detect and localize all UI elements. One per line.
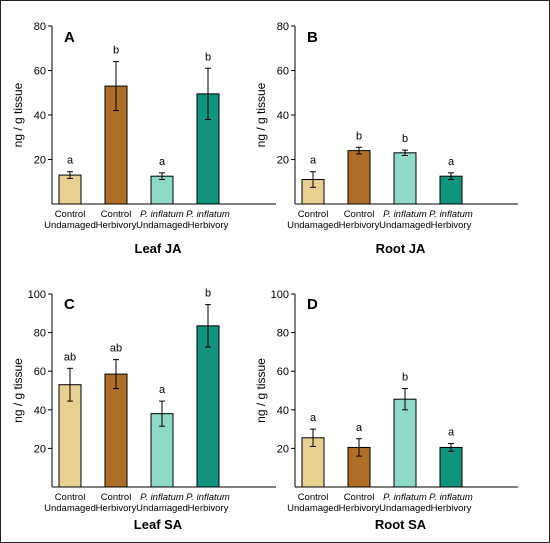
panel-b-category-label-1-line2: Undamaged (287, 220, 339, 231)
panel-a-category-label-4-line1: P. inflatum (186, 209, 230, 220)
panel-c-category-label-1-line1: Control (55, 492, 86, 503)
panel-d-category-label-4-line2: Herbivory (431, 503, 472, 514)
panel-b-significance-label-1: a (310, 155, 317, 167)
panel-b-significance-label-4: a (448, 156, 455, 168)
panel-b-ytick-label: 80 (277, 21, 289, 33)
panel-d-significance-label-1: a (310, 412, 317, 424)
panel-c-category-label-3-line1: P. inflatum (140, 492, 184, 503)
panel-b-category-label-4-line2: Herbivory (431, 220, 472, 231)
panel-d-significance-label-3: b (402, 372, 408, 384)
panel-b-significance-label-3: b (402, 133, 408, 145)
panel-d-ytick-label: 60 (277, 366, 289, 378)
panel-d-category-label-4-line1: P. inflatum (429, 492, 473, 503)
panel-d-category-label-3-line2: Undamaged (379, 503, 431, 514)
panel-d-y-axis-label: ng / g tissue (254, 358, 268, 423)
panel-b-bar-2 (347, 150, 371, 205)
panel-d-significance-label-4: a (448, 427, 455, 439)
panel-d-ytick-label: 80 (277, 328, 289, 340)
panel-d-category-label-3-line1: P. inflatum (383, 492, 427, 503)
panel-c-ytick-label: 40 (34, 405, 46, 417)
panel-b-category-label-4-line1: P. inflatum (429, 209, 473, 220)
panel-c-significance-label-2: ab (110, 343, 122, 355)
panel-a-significance-label-3: a (159, 156, 166, 168)
panel-b-y-axis-label: ng / g tissue (254, 82, 268, 147)
panel-a-category-label-2-line2: Herbivory (96, 220, 137, 231)
panel-d-bar-3 (393, 398, 417, 488)
panel-d-category-label-2-line1: Control (344, 492, 375, 503)
panel-c-category-label-3-line2: Undamaged (136, 503, 188, 514)
panel-b-category-label-3-line1: P. inflatum (383, 209, 427, 220)
panel-c-ytick-label: 20 (34, 443, 46, 455)
panel-d-ytick-label: 40 (277, 405, 289, 417)
panel-a-ytick-label: 60 (34, 66, 46, 78)
panel-d-letter: D (307, 296, 318, 313)
panel-a-ytick-label: 80 (34, 21, 46, 33)
panel-c-ytick-label: 80 (34, 328, 46, 340)
panel-c-bar-4 (196, 325, 220, 488)
panel-c-title: Leaf SA (134, 517, 183, 532)
panel-b-significance-label-2: b (356, 130, 362, 142)
panel-a-ytick-label: 40 (34, 110, 46, 122)
panel-d-title: Root SA (375, 517, 427, 532)
panel-b-bar-4 (439, 175, 463, 205)
panel-a-ytick-label: 20 (34, 155, 46, 167)
panel-c-category-label-4-line2: Herbivory (188, 503, 229, 514)
panel-c-category-label-2-line1: Control (101, 492, 132, 503)
panel-a-category-label-4-line2: Herbivory (188, 220, 229, 231)
panel-b-ytick-label: 40 (277, 110, 289, 122)
panel-c-significance-label-3: a (159, 384, 166, 396)
panel-b-ytick-label: 60 (277, 66, 289, 78)
panel-d-ytick-label: 100 (271, 289, 289, 301)
panel-a-significance-label-2: b (113, 45, 119, 57)
panel-d-ytick-label: 20 (277, 443, 289, 455)
panel-a-category-label-2-line1: Control (101, 209, 132, 220)
panel-b-title: Root JA (376, 241, 426, 256)
panel-b-letter: B (307, 29, 318, 46)
panel-b-category-label-3-line2: Undamaged (379, 220, 431, 231)
panel-b-category-label-2-line2: Herbivory (339, 220, 380, 231)
panel-c-significance-label-1: ab (64, 351, 76, 363)
panel-d-bar-4 (439, 446, 463, 488)
panel-a-category-label-3-line2: Undamaged (136, 220, 188, 231)
panel-c-letter: C (64, 296, 75, 313)
panel-a-category-label-1-line1: Control (55, 209, 86, 220)
panel-a-significance-label-1: a (67, 155, 74, 167)
panel-a-y-axis-label: ng / g tissue (11, 82, 25, 147)
panel-a-category-label-1-line2: Undamaged (44, 220, 96, 231)
panel-b-category-label-2-line1: Control (344, 209, 375, 220)
panel-a-bar-3 (150, 175, 174, 205)
panel-c-y-axis-label: ng / g tissue (11, 358, 25, 423)
panel-c-bar-2 (104, 373, 128, 488)
panel-c-category-label-4-line1: P. inflatum (186, 492, 230, 503)
panel-b-category-label-1-line1: Control (298, 209, 329, 220)
panel-a-bar-1 (58, 174, 82, 205)
panel-a-significance-label-4: b (205, 51, 211, 63)
panel-c-significance-label-4: b (205, 288, 211, 300)
panel-c-category-label-1-line2: Undamaged (44, 503, 96, 514)
panel-c-ytick-label: 100 (28, 289, 46, 301)
panel-a-title: Leaf JA (135, 241, 183, 256)
panel-d-category-label-1-line2: Undamaged (287, 503, 339, 514)
panel-d-category-label-1-line1: Control (298, 492, 329, 503)
panel-d-category-label-2-line2: Herbivory (339, 503, 380, 514)
panel-b-bar-3 (393, 152, 417, 205)
panel-c-category-label-2-line2: Herbivory (96, 503, 137, 514)
panel-d-significance-label-2: a (356, 422, 363, 434)
panel-a-letter: A (64, 29, 75, 46)
panel-a-category-label-3-line1: P. inflatum (140, 209, 184, 220)
panel-b-ytick-label: 20 (277, 155, 289, 167)
panel-c-ytick-label: 60 (34, 366, 46, 378)
